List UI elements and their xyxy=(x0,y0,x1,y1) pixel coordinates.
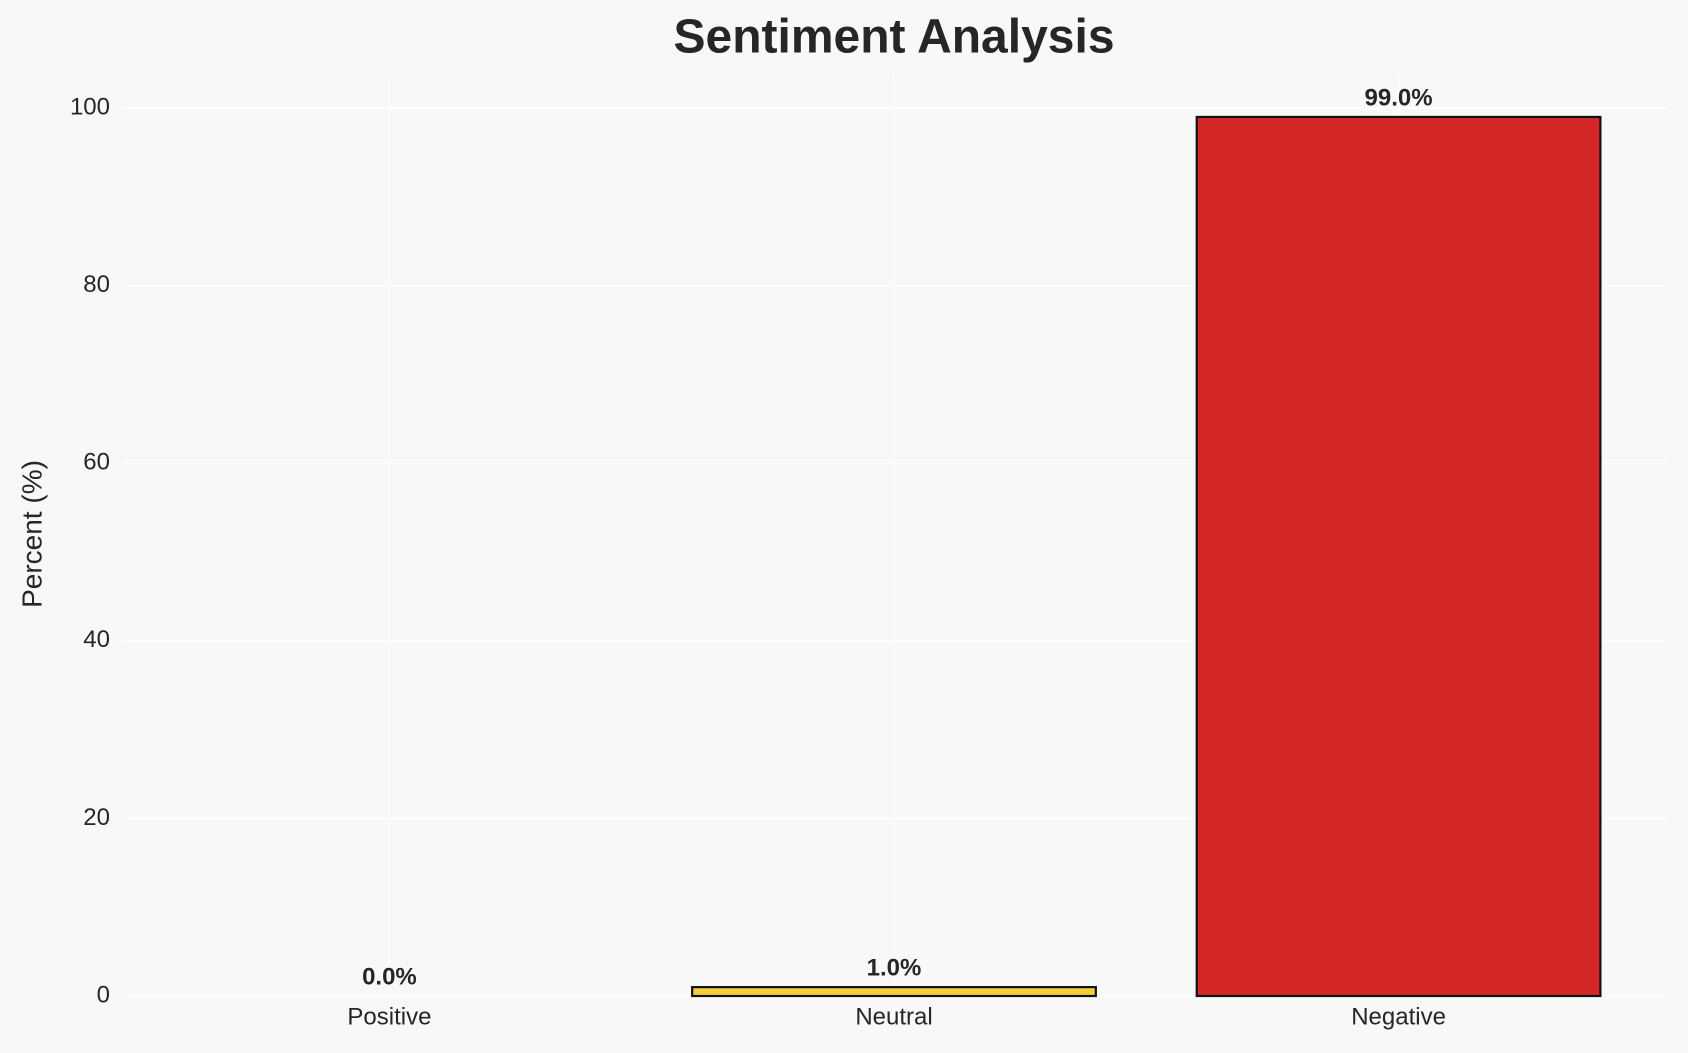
y-tick-label: 80 xyxy=(83,271,110,298)
y-tick-label: 0 xyxy=(97,981,110,1008)
y-tick-label: 20 xyxy=(83,804,110,831)
y-axis-label: Percent (%) xyxy=(16,460,47,608)
value-label: 1.0% xyxy=(867,954,922,981)
y-tick-label: 60 xyxy=(83,449,110,476)
bar xyxy=(1195,115,1602,998)
bar xyxy=(691,986,1097,998)
x-tick-label: Neutral xyxy=(855,1003,932,1030)
x-tick-label: Positive xyxy=(347,1003,431,1030)
value-label: 99.0% xyxy=(1365,84,1433,111)
x-tick-label: Negative xyxy=(1351,1003,1446,1030)
y-tick-label: 100 xyxy=(70,93,110,120)
y-tick-label: 40 xyxy=(83,626,110,653)
value-label: 0.0% xyxy=(362,963,417,990)
chart-title: Sentiment Analysis xyxy=(673,11,1114,64)
